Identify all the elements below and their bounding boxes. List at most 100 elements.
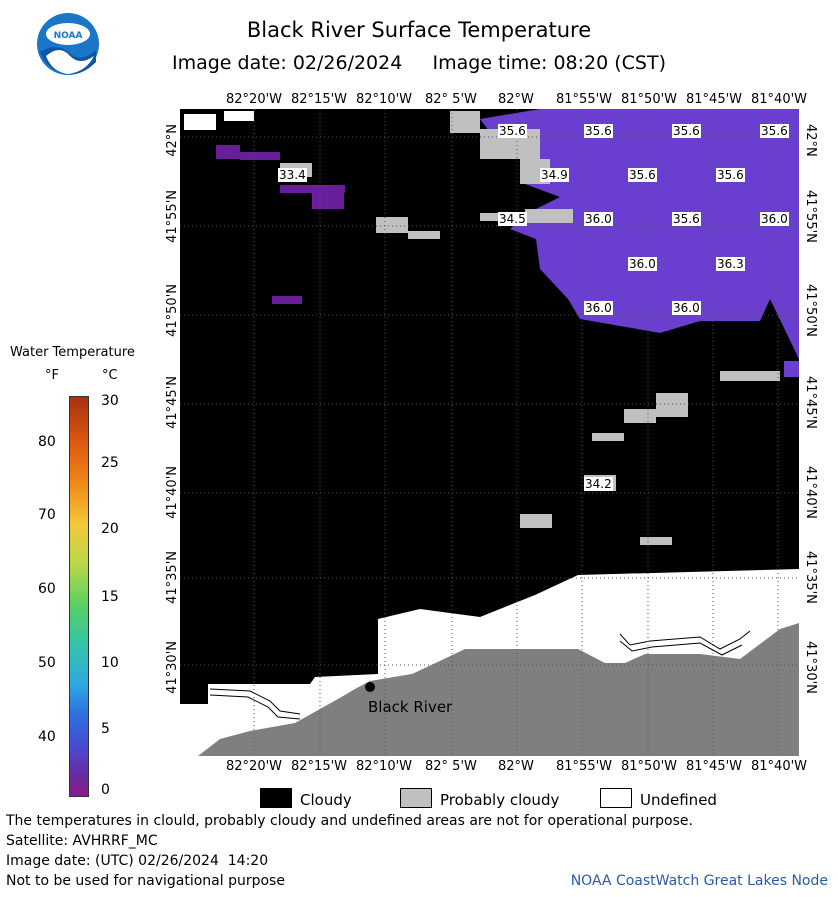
undefined-patch	[224, 111, 254, 121]
image-date-label: Image date: 02/26/2024	[171, 52, 403, 74]
navigation-warning: Not to be used for navigational purpose	[6, 873, 285, 889]
key-cloudy-swatch	[260, 788, 292, 808]
legend-tick-f: 50	[38, 655, 56, 671]
legend-tick-c: 5	[101, 721, 110, 737]
water-patch	[784, 361, 799, 377]
temperature-label: 35.6	[716, 168, 745, 182]
lon-label-bottom: 82°20'W	[226, 759, 283, 774]
legend-tick-c: 0	[101, 782, 110, 798]
legend-tick-f: 60	[38, 581, 56, 597]
temperature-label: 35.6	[584, 124, 613, 138]
coastline	[619, 630, 751, 650]
probably-cloudy-patch	[656, 393, 688, 417]
probably-cloudy-patch	[480, 213, 510, 221]
noaa-logo: NOAA	[36, 12, 100, 76]
lon-label-top: 82°W	[498, 92, 534, 107]
lon-label-top: 81°45'W	[686, 92, 743, 107]
legend-unit-c: °C	[102, 368, 118, 383]
temperature-label: 33.4	[278, 168, 307, 182]
credit-text: NOAA CoastWatch Great Lakes Node	[570, 873, 828, 889]
probably-cloudy-patch	[520, 514, 552, 528]
temperature-label: 36.0	[760, 212, 789, 226]
key-probably-cloudy-swatch	[400, 788, 432, 808]
water-patch	[312, 193, 344, 209]
undefined-patch	[184, 114, 216, 130]
disclaimer-text: The temperatures in clould, probably clo…	[6, 813, 693, 829]
lat-label-right: 41°35'N	[803, 551, 818, 604]
land-area	[198, 623, 799, 756]
probably-cloudy-patch	[624, 409, 656, 423]
temperature-label: 34.2	[584, 477, 613, 491]
legend-title: Water Temperature	[10, 345, 135, 360]
probably-cloudy-patch	[376, 217, 408, 233]
map-panel[interactable]: 35.6 35.6 35.6 35.6 33.4 34.9 35.6 35.6 …	[180, 109, 799, 756]
key-undefined-swatch	[600, 788, 632, 808]
lat-label-left: 41°30'N	[165, 641, 180, 694]
place-label-black-river: Black River	[368, 698, 453, 716]
water-patch	[216, 145, 240, 159]
key-cloudy-label: Cloudy	[300, 791, 352, 809]
legend-tick-c: 10	[101, 655, 119, 671]
map-canvas	[180, 109, 799, 756]
temperature-label: 34.9	[540, 168, 569, 182]
lat-label-right: 41°45'N	[803, 376, 818, 429]
lat-label-left: 41°40'N	[165, 466, 180, 519]
probably-cloudy-patch	[525, 209, 573, 223]
key-undefined-label: Undefined	[640, 791, 717, 809]
temperature-label: 35.6	[672, 212, 701, 226]
legend-tick-f: 70	[38, 507, 56, 523]
lon-label-top: 81°40'W	[751, 92, 808, 107]
lon-label-top: 82°15'W	[291, 92, 348, 107]
temperature-label: 36.0	[584, 301, 613, 315]
lon-label-bottom: 82°15'W	[291, 759, 348, 774]
lat-label-right: 41°50'N	[803, 284, 818, 337]
lat-label-left: 41°50'N	[165, 284, 180, 337]
lon-label-bottom: 81°45'W	[686, 759, 743, 774]
temperature-label: 35.6	[672, 124, 701, 138]
temperature-label: 35.6	[760, 124, 789, 138]
temperature-label: 35.6	[498, 124, 527, 138]
lat-label-left: 41°45'N	[165, 376, 180, 429]
logo-text: NOAA	[54, 31, 83, 41]
probably-cloudy-patch	[720, 371, 780, 381]
utc-date-text: Image date: (UTC) 02/26/2024 14:20	[6, 853, 269, 869]
temperature-label: 34.5	[498, 212, 527, 226]
lon-label-top: 82° 5'W	[425, 92, 477, 107]
lon-label-bottom: 81°50'W	[621, 759, 678, 774]
lat-label-right: 41°55'N	[803, 190, 818, 243]
page-title: Black River Surface Temperature	[246, 18, 592, 42]
coastline	[209, 694, 301, 720]
probably-cloudy-patch	[408, 231, 440, 239]
satellite-text: Satellite: AVHRRF_MC	[6, 833, 158, 849]
black-river-marker[interactable]	[365, 682, 375, 692]
temperature-color-scale	[69, 396, 89, 797]
legend-tick-c: 15	[101, 589, 119, 605]
coastline	[209, 688, 301, 715]
legend-unit-f: °F	[45, 368, 59, 383]
water-patch	[272, 296, 302, 304]
lon-label-bottom: 82°W	[498, 759, 534, 774]
lon-label-top: 81°50'W	[621, 92, 678, 107]
temperature-label: 36.0	[672, 301, 701, 315]
legend-tick-c: 30	[101, 393, 119, 409]
temperature-label: 35.6	[628, 168, 657, 182]
coastline	[619, 640, 743, 656]
lat-label-right: 41°30'N	[803, 641, 818, 694]
legend-tick-c: 20	[101, 521, 119, 537]
legend-tick-c: 25	[101, 455, 119, 471]
lat-label-right: 41°40'N	[803, 466, 818, 519]
legend-tick-f: 40	[38, 729, 56, 745]
image-time-label: Image time: 08:20 (CST)	[432, 52, 666, 74]
probably-cloudy-patch	[592, 433, 624, 441]
lat-label-right: 42°N	[803, 124, 818, 157]
water-patch	[280, 185, 345, 193]
lat-label-left: 42°N	[165, 124, 180, 157]
lon-label-top: 82°20'W	[226, 92, 283, 107]
lat-label-left: 41°35'N	[165, 551, 180, 604]
lat-label-left: 41°55'N	[165, 190, 180, 243]
temperature-label: 36.0	[628, 257, 657, 271]
legend-tick-f: 80	[38, 434, 56, 450]
lon-label-bottom: 82° 5'W	[425, 759, 477, 774]
lon-label-bottom: 82°10'W	[356, 759, 413, 774]
probably-cloudy-patch	[640, 537, 672, 545]
